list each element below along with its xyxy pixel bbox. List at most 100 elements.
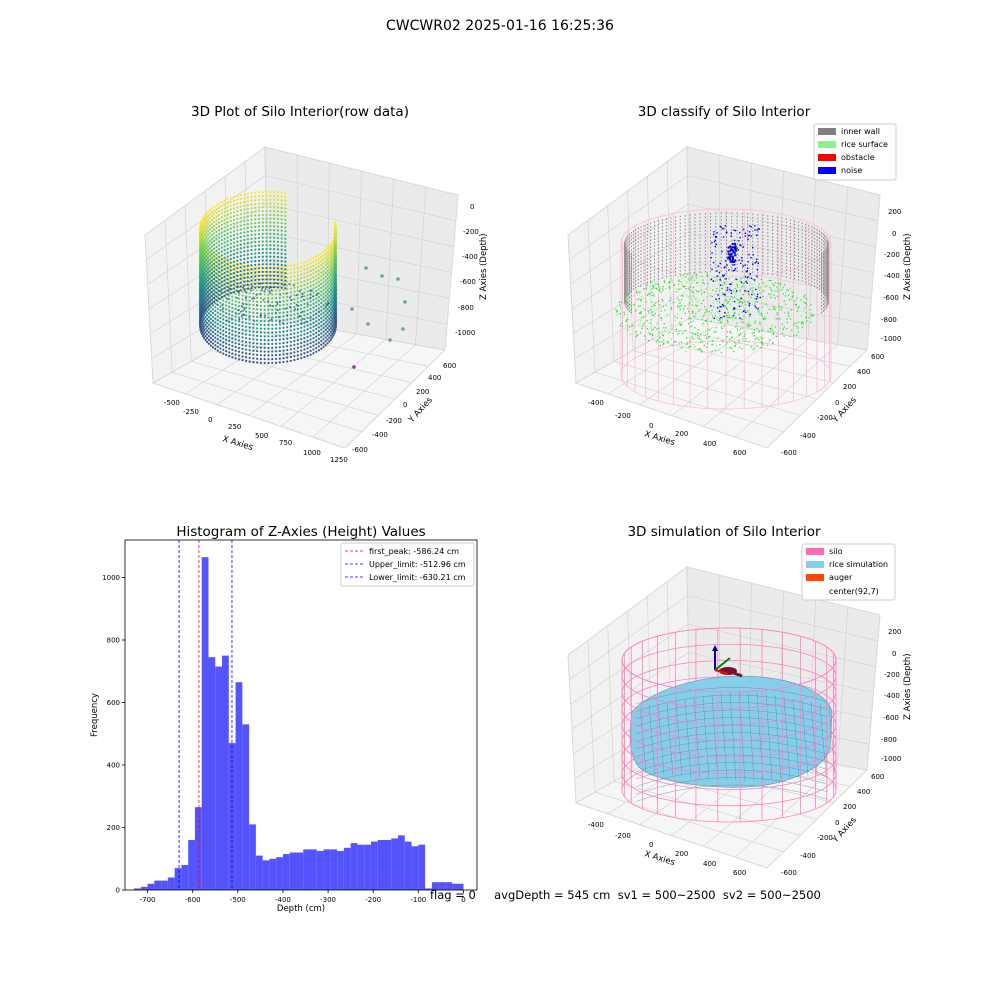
raw-point: [334, 231, 338, 234]
raw-point: [207, 335, 210, 338]
raw-point: [237, 358, 241, 361]
raw-point: [223, 290, 226, 294]
rice-surface-point: [636, 299, 638, 301]
noise-point: [755, 307, 757, 309]
rice-surface-point: [651, 281, 653, 283]
rice-surface-point: [638, 324, 640, 326]
raw-point: [202, 239, 205, 242]
raw-point: [211, 346, 215, 349]
raw-point: [324, 271, 327, 275]
rice-surface-point: [679, 301, 682, 304]
rice-surface-point: [732, 350, 735, 353]
raw-point: [320, 332, 323, 335]
raw-point: [222, 299, 225, 302]
inner-wall-point: [630, 272, 632, 275]
inner-wall-point: [824, 241, 826, 244]
raw-point: [203, 275, 206, 278]
inner-wall-point: [720, 239, 722, 242]
raw-point: [243, 246, 246, 249]
rice-surface-point: [783, 335, 785, 337]
rice-surface-point: [656, 322, 658, 324]
inner-wall-point: [646, 271, 648, 273]
raw-point: [317, 295, 320, 299]
rice-surface-point: [679, 323, 681, 325]
raw-point: [215, 276, 218, 279]
rice-surface-point: [704, 334, 706, 336]
raw-point: [217, 286, 221, 289]
inner-wall-point: [808, 255, 810, 258]
raw-point: [219, 309, 222, 312]
raw-point: [239, 197, 242, 201]
raw-point: [320, 309, 323, 312]
raw-point: [296, 297, 299, 300]
raw-point: [239, 285, 242, 288]
inner-wall-point: [808, 235, 810, 237]
rice-surface-point: [688, 318, 690, 320]
inner-wall-point: [627, 241, 629, 244]
inner-wall-point: [816, 229, 818, 231]
inner-wall-point: [635, 235, 637, 238]
inner-wall-point: [736, 260, 738, 262]
inner-wall-point: [699, 271, 701, 273]
rice-surface-point: [711, 339, 713, 341]
raw-point: [250, 218, 253, 221]
raw-point: [199, 318, 202, 321]
noise-point: [730, 232, 732, 234]
classify-3d-panel[interactable]: 3D classify of Silo Interior -400 -200 0…: [567, 104, 913, 457]
raw-point: [278, 304, 281, 307]
inner-wall-point: [827, 263, 829, 265]
raw-3d-panel[interactable]: 3D Plot of Silo Interior(row data) -500 …: [144, 104, 489, 464]
rice-surface-point: [663, 281, 665, 283]
inner-wall-point: [661, 277, 663, 279]
inner-wall-point: [629, 291, 631, 293]
raw-point: [223, 268, 226, 271]
raw-point: [267, 266, 270, 270]
raw-point: [250, 226, 253, 229]
raw-point: [331, 298, 334, 301]
inner-wall-point: [827, 275, 829, 277]
raw-point: [296, 278, 299, 281]
raw-point: [244, 290, 246, 292]
inner-wall-point: [821, 301, 822, 304]
raw-point: [284, 192, 287, 195]
inner-wall-point: [785, 255, 787, 258]
raw-point: [252, 288, 255, 292]
inner-wall-point: [704, 257, 706, 259]
inner-wall-point: [624, 256, 626, 259]
inner-wall-point: [632, 244, 634, 246]
rice-surface-point: [729, 347, 731, 349]
rice-surface-point: [638, 291, 640, 293]
raw-point: [239, 262, 242, 265]
inner-wall-point: [741, 267, 743, 269]
inner-wall-point: [741, 263, 743, 266]
raw-point: [302, 298, 305, 301]
raw-point: [205, 216, 208, 219]
inner-wall-point: [627, 275, 629, 278]
raw-point: [232, 199, 236, 202]
raw-point: [257, 263, 261, 266]
raw-point: [229, 292, 232, 295]
raw-point: [309, 342, 312, 345]
raw-point: [282, 296, 285, 299]
raw-point: [208, 232, 211, 235]
raw-point: [322, 315, 325, 318]
inner-wall-point: [821, 291, 822, 293]
raw-point: [217, 213, 221, 217]
rice-surface-point: [735, 317, 737, 319]
raw-point: [309, 266, 312, 269]
raw-point: [257, 210, 261, 213]
raw-point: [209, 314, 212, 317]
rice-surface-point: [706, 310, 708, 312]
rice-surface-point: [743, 282, 745, 285]
raw-point: [334, 271, 337, 274]
raw-point: [329, 304, 332, 307]
raw-point: [328, 298, 331, 301]
rice-surface-point: [640, 316, 643, 319]
inner-wall-point: [624, 282, 626, 284]
raw-point: [320, 301, 323, 305]
rice-surface-point: [774, 297, 776, 299]
inner-wall-point: [785, 225, 787, 227]
inner-wall-point: [650, 263, 652, 265]
raw-point: [213, 258, 216, 262]
raw-point: [280, 279, 283, 282]
